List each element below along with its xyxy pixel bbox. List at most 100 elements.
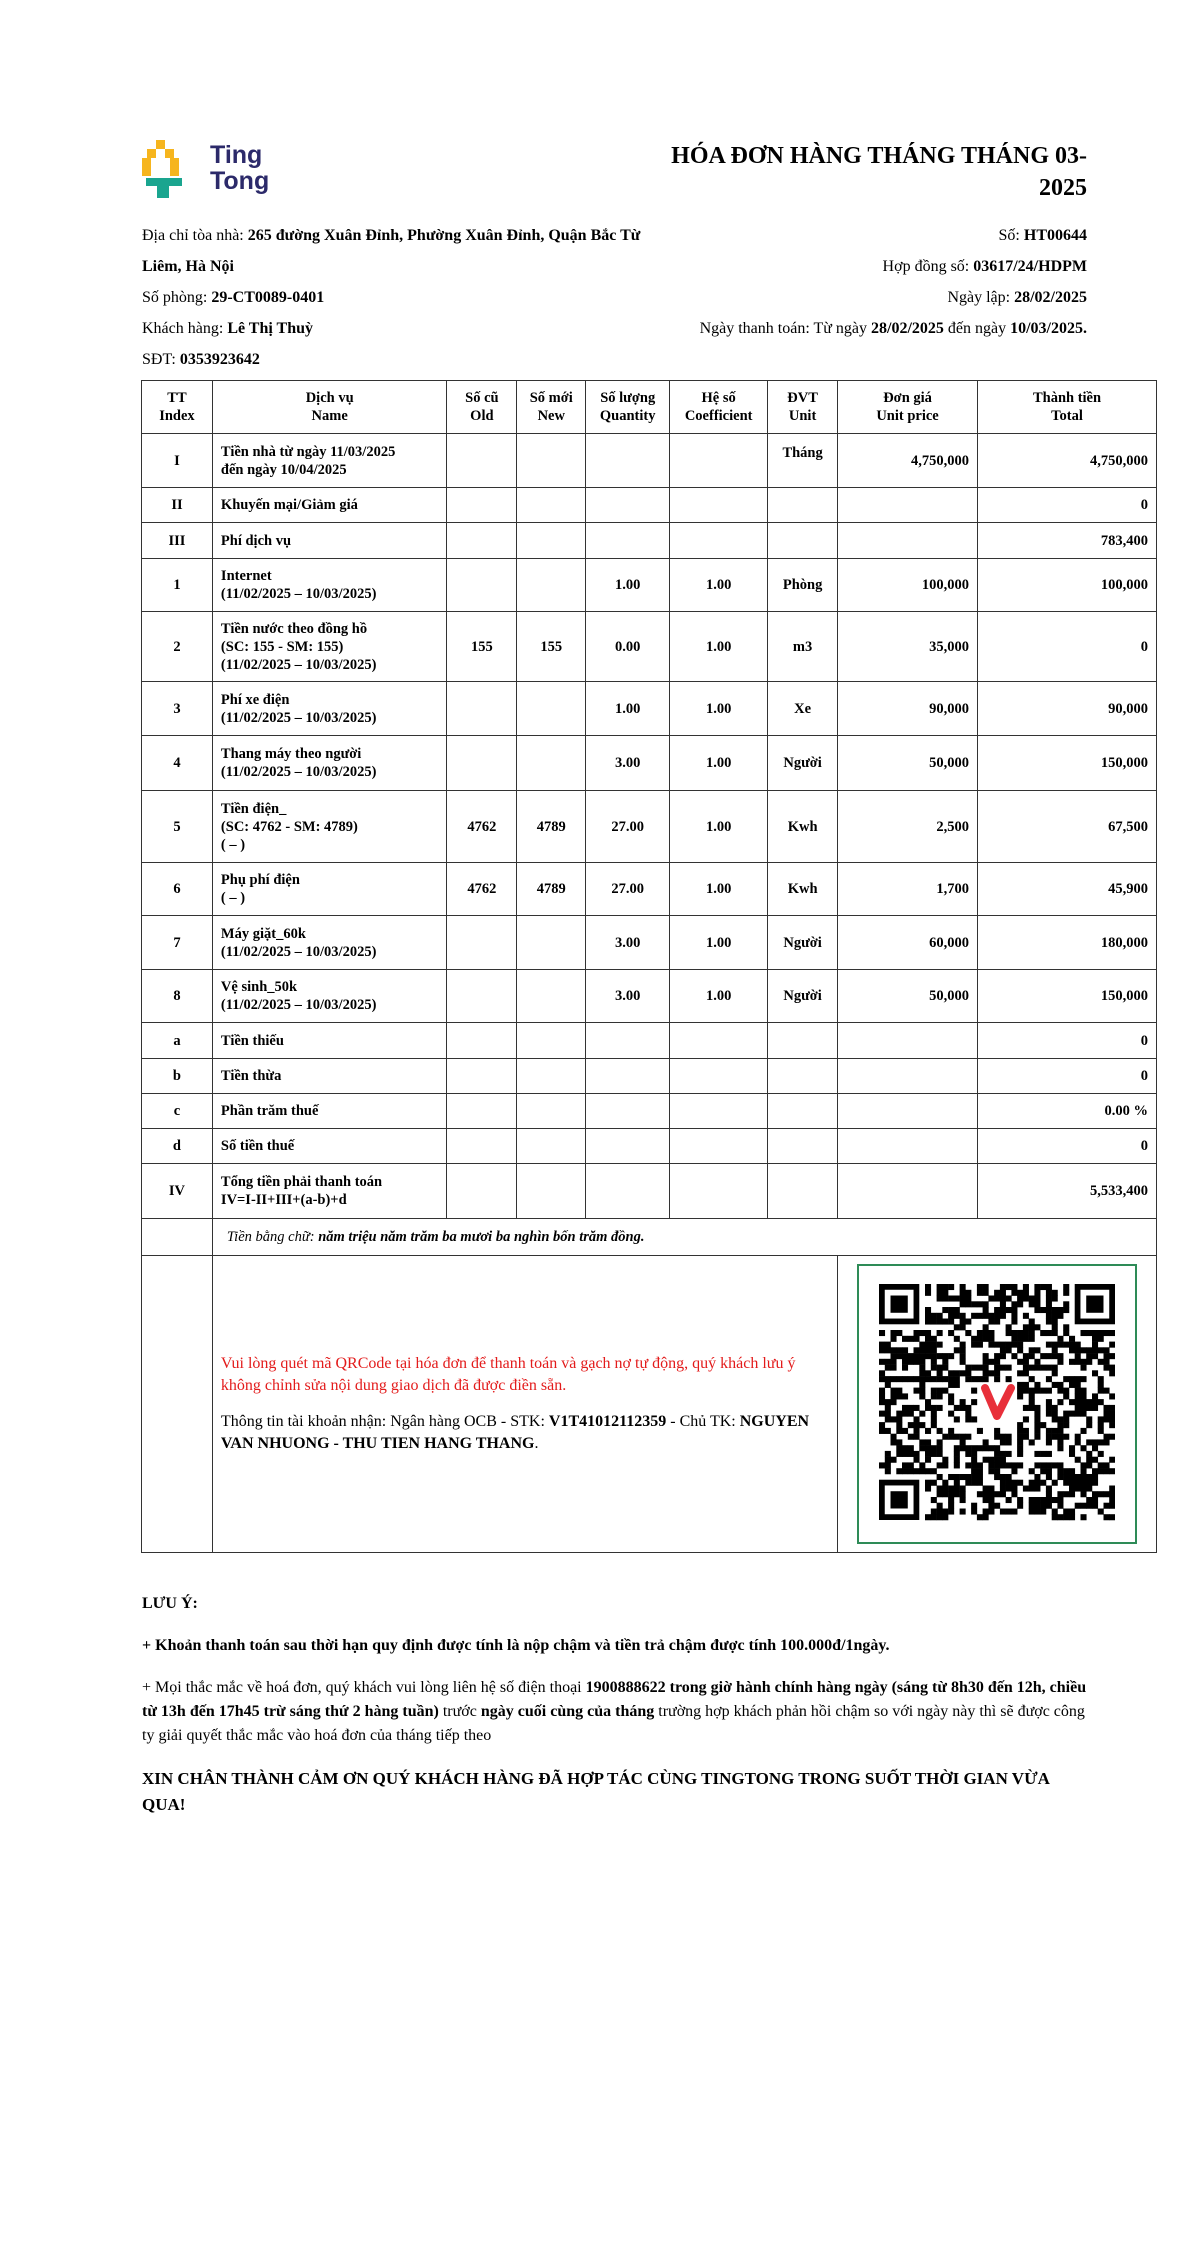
cell-quantity: 1.00 [585,558,671,612]
column-header: Số cũ Old [446,380,518,434]
table-row: a Tiền thiếu 0 [141,1022,1157,1059]
cell-old: 4762 [446,862,518,916]
cell-name: Phần trăm thuế [211,1093,448,1129]
cell-unit-price: 100,000 [837,558,979,612]
qr-code-frame [857,1264,1138,1544]
qr-code-icon[interactable] [879,1284,1116,1524]
column-header: ĐVT Unit [767,380,839,434]
cell-old [446,1093,518,1129]
cell-coefficient [669,1022,769,1059]
cell-unit: Kwh [767,790,839,863]
cell-index: II [141,487,213,523]
cell-unit-price: 2,500 [837,790,979,863]
cell-index: a [141,1022,213,1059]
payment-row: Vui lòng quét mã QRCode tại hóa đơn để t… [141,1255,1157,1553]
cell-unit [767,487,839,523]
table-row: IV Tổng tiền phải thanh toán IV=I-II+III+… [141,1163,1157,1219]
cell-old: 155 [446,611,518,682]
cell-name: Tổng tiền phải thanh toán IV=I-II+III+(a-… [211,1163,448,1219]
cell-name: Thang máy theo người (11/02/2025 – 10/03/… [211,735,448,791]
table-row: d Số tiền thuế 0 [141,1128,1157,1164]
table-header-row: TT Index Dịch vụ Name Số cũ Old Số mới New Số lư… [141,380,1157,434]
cell-unit-price: 1,700 [837,862,979,916]
table-row: 3 Phí xe điện (11/02/2025 – 10/03/2025) 1… [141,681,1157,736]
inquiry-note: + Mọi thắc mắc về hoá đơn, quý khách vui… [142,1679,1087,1744]
table-row: 8 Vệ sinh_50k (11/02/2025 – 10/03/2025) 3… [141,969,1157,1023]
cell-quantity: 3.00 [585,969,671,1023]
cell-total: 0 [977,1128,1157,1164]
cell-coefficient: 1.00 [669,790,769,863]
cell-name: Vệ sinh_50k (11/02/2025 – 10/03/2025) [211,969,448,1023]
cell-coefficient: 1.00 [669,611,769,682]
notes-heading: LƯU Ý: [142,1595,198,1612]
table-row: 2 Tiền nước theo đồng hồ (SC: 155 - SM: 1… [141,611,1157,682]
cell-old: 4762 [446,790,518,863]
cell-unit-price [837,1128,979,1164]
cell-unit: Phòng [767,558,839,612]
cell-new: 4789 [516,862,587,916]
cell-index: 1 [141,558,213,612]
cell-quantity [585,487,671,523]
cell-name: Tiền thừa [211,1058,448,1094]
cell-total: 0 [977,1022,1157,1059]
table-row: 4 Thang máy theo người (11/02/2025 – 10/0… [141,735,1157,791]
table-row: b Tiền thừa 0 [141,1058,1157,1094]
cell-coefficient [669,433,769,488]
cell-coefficient [669,1163,769,1219]
table-row: III Phí dịch vụ 783,400 [141,522,1157,559]
amount-in-words: năm triệu năm trăm ba mươi ba nghìn bốn … [318,1229,645,1245]
cell-old [446,681,518,736]
cell-total: 150,000 [977,969,1157,1023]
cell-unit: Xe [767,681,839,736]
qr-notice: Vui lòng quét mã QRCode tại hóa đơn để t… [220,1355,796,1394]
address: Địa chỉ tòa nhà: 265 đường Xuân Đỉnh, Ph… [142,227,641,275]
cell-total: 0 [977,611,1157,682]
cell-unit-price: 50,000 [837,735,979,791]
cell-new [516,735,587,791]
cell-new [516,1058,587,1094]
cell-name: Số tiền thuế [211,1128,448,1164]
cell-old [446,1128,518,1164]
cell-unit [767,1163,839,1219]
cell-coefficient [669,1093,769,1129]
cell-new [516,487,587,523]
cell-index: 4 [141,735,213,791]
cell-quantity: 1.00 [585,681,671,736]
cell-index: 7 [141,915,213,970]
cell-quantity: 27.00 [585,790,671,863]
cell-unit [767,1022,839,1059]
cell-quantity: 3.00 [585,915,671,970]
cell-unit-price: 50,000 [837,969,979,1023]
cell-coefficient [669,522,769,559]
invoice-table: TT Index Dịch vụ Name Số cũ Old Số mới New Số lư… [141,380,1158,1553]
cell-coefficient [669,1058,769,1094]
cell-total: 0 [977,1058,1157,1094]
cell-name: Tiền điện_ (SC: 4762 - SM: 4789)( – ) [211,790,448,863]
invoice-number: Số: HT00644 [998,227,1087,244]
cell-index: b [141,1058,213,1094]
late-payment-note: + Khoản thanh toán sau thời hạn quy định… [142,1637,890,1654]
cell-quantity [585,1128,671,1164]
table-row: 6 Phụ phí điện( – ) 4762 4789 27.00 1.00… [141,862,1157,916]
cell-coefficient: 1.00 [669,735,769,791]
cell-index: c [141,1093,213,1129]
cell-total: 150,000 [977,735,1157,791]
cell-index: IV [141,1163,213,1219]
cell-quantity [585,433,671,488]
cell-unit-price [837,522,979,559]
cell-coefficient: 1.00 [669,862,769,916]
cell-unit: Người [767,735,839,791]
table-row: 1 Internet (11/02/2025 – 10/03/2025) 1.00… [141,558,1157,612]
table-row: 5 Tiền điện_ (SC: 4762 - SM: 4789)( – ) 4… [141,790,1157,863]
cell-name: Tiền nhà từ ngày 11/03/2025 đến ngày 10/0… [211,433,448,488]
cell-unit-price [837,1022,979,1059]
issue-date: Ngày lập: 28/02/2025 [947,289,1087,306]
column-header: Hệ số Coefficient [669,380,769,434]
cell-index: d [141,1128,213,1164]
cell-name: Máy giặt_60k (11/02/2025 – 10/03/2025) [211,915,448,970]
column-header: Số mới New [516,380,587,434]
invoice-meta: Số: HT00644 Hợp đồng số: 03617/24/HDPM N… [527,220,1087,344]
cell-new [516,1128,587,1164]
cell-unit-price [837,1058,979,1094]
